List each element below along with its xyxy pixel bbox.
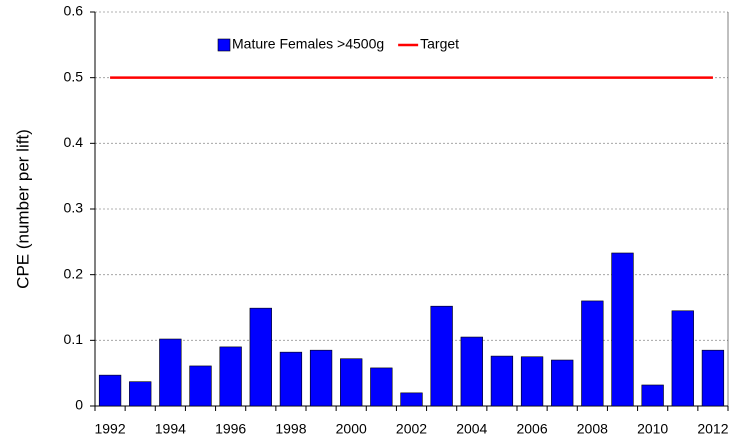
- bar: [671, 310, 694, 407]
- bar: [159, 338, 182, 407]
- bar: [189, 365, 212, 407]
- y-tick-label: 0.1: [64, 331, 84, 347]
- x-tick-label: 2000: [336, 421, 367, 437]
- legend-label: Target: [420, 36, 459, 52]
- legend-label: Mature Females >4500g: [232, 36, 384, 52]
- bar: [340, 358, 363, 407]
- bar: [249, 307, 272, 407]
- x-tick-label: 2008: [577, 421, 608, 437]
- x-tick-label: 1996: [215, 421, 246, 437]
- x-tick-label: 2006: [516, 421, 547, 437]
- x-tick-label: 1994: [155, 421, 186, 437]
- y-tick-label: 0.4: [64, 134, 84, 150]
- bar: [219, 346, 242, 407]
- bar: [370, 367, 393, 407]
- bar: [129, 381, 152, 407]
- bar: [460, 336, 483, 407]
- y-tick-label: 0.3: [64, 200, 84, 216]
- x-tick-label: 2002: [396, 421, 427, 437]
- bar: [430, 305, 453, 407]
- legend-swatch: [217, 38, 231, 52]
- bar: [400, 392, 423, 407]
- bar: [701, 349, 725, 407]
- bar: [309, 349, 333, 407]
- y-tick-label: 0: [75, 397, 83, 413]
- y-tick-label: 0.5: [64, 68, 84, 84]
- x-tick-label: 1998: [275, 421, 306, 437]
- x-tick-label: 2012: [697, 421, 728, 437]
- bar: [490, 355, 514, 407]
- bar: [98, 374, 122, 407]
- y-axis-title: CPE (number per lift): [13, 129, 32, 289]
- bar: [551, 359, 574, 407]
- bar: [641, 384, 664, 407]
- x-tick-label: 2010: [637, 421, 668, 437]
- bar: [581, 300, 604, 407]
- bar: [520, 356, 544, 407]
- y-tick-label: 0.6: [64, 3, 84, 19]
- x-tick-label: 1992: [94, 421, 125, 437]
- y-tick-label: 0.2: [64, 265, 84, 281]
- bar: [279, 351, 303, 407]
- x-tick-label: 2004: [456, 421, 487, 437]
- bar: [611, 252, 634, 407]
